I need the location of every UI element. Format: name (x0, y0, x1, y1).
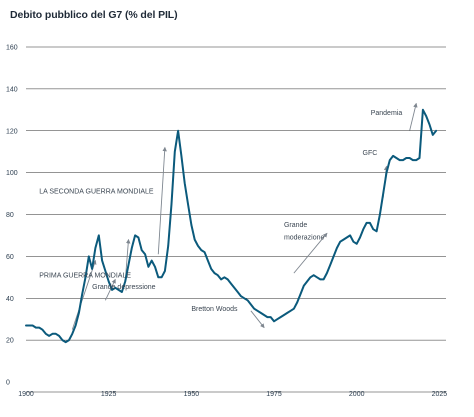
x-tick-label: 1950 (184, 391, 200, 398)
annotation-arrow (409, 102, 418, 131)
y-tick-label: 0 (6, 380, 10, 387)
annotation-arrow (250, 310, 265, 329)
y-tick-label: 20 (6, 338, 14, 345)
annotation-arrow (293, 232, 328, 274)
y-tick-label: 160 (6, 45, 18, 52)
y-tick-label: 40 (6, 296, 14, 303)
annotation-label: Pandemia (371, 110, 403, 117)
x-tick-label: 2025 (432, 391, 448, 398)
annotation-label: Bretton Woods (191, 306, 238, 313)
annotation-label: Grande (284, 222, 307, 229)
chart-title: Debito pubblico del G7 (% del PIL) (10, 9, 178, 21)
annotation-label: Grande depressione (92, 284, 156, 291)
x-tick-label: 1900 (18, 391, 34, 398)
annotation-label: moderazione (284, 235, 325, 242)
y-tick-label: 100 (6, 170, 18, 177)
annotation-arrow (157, 146, 167, 255)
y-tick-label: 140 (6, 86, 18, 93)
annotation-arrow (104, 278, 116, 301)
debt-series-line (25, 108, 438, 344)
x-tick-label: 2000 (349, 391, 365, 398)
y-tick-label: 120 (6, 128, 18, 135)
y-tick-label: 80 (6, 212, 14, 219)
x-tick-label: 1975 (266, 391, 282, 398)
x-tick-label: 1925 (101, 391, 117, 398)
annotation-arrow (71, 259, 97, 330)
annotation-label: LA SECONDA GUERRA MONDIALE (39, 189, 154, 196)
y-tick-label: 60 (6, 254, 14, 261)
annotation-label: GFC (363, 150, 378, 157)
annotation-label: PRIMA GUERRA MONDIALE (39, 272, 131, 279)
